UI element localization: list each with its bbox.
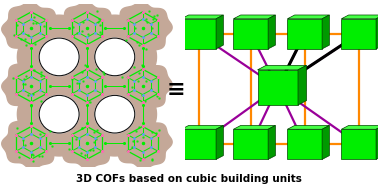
Polygon shape	[341, 15, 378, 19]
Polygon shape	[2, 117, 61, 169]
Polygon shape	[181, 126, 223, 129]
Circle shape	[95, 95, 135, 133]
Polygon shape	[233, 126, 276, 129]
Polygon shape	[181, 15, 223, 19]
Polygon shape	[233, 129, 268, 159]
Circle shape	[39, 38, 79, 76]
Polygon shape	[341, 129, 376, 159]
Polygon shape	[322, 126, 329, 159]
Polygon shape	[268, 126, 276, 159]
Polygon shape	[113, 2, 172, 54]
Polygon shape	[287, 126, 329, 129]
Polygon shape	[257, 65, 307, 70]
Polygon shape	[268, 15, 276, 49]
Polygon shape	[257, 70, 298, 105]
Polygon shape	[113, 60, 172, 112]
Polygon shape	[38, 130, 80, 156]
Circle shape	[95, 38, 135, 76]
Polygon shape	[38, 15, 80, 41]
Polygon shape	[2, 60, 61, 112]
Polygon shape	[38, 73, 80, 99]
Polygon shape	[376, 15, 378, 49]
Polygon shape	[129, 37, 156, 77]
Polygon shape	[57, 117, 116, 169]
Polygon shape	[94, 73, 136, 99]
Circle shape	[39, 95, 79, 133]
Polygon shape	[129, 94, 156, 134]
Polygon shape	[287, 15, 329, 19]
Polygon shape	[73, 37, 101, 77]
Text: ≡: ≡	[166, 80, 185, 100]
Polygon shape	[181, 19, 216, 49]
Polygon shape	[73, 94, 101, 134]
Polygon shape	[216, 126, 223, 159]
Polygon shape	[57, 2, 116, 54]
Polygon shape	[341, 126, 378, 129]
Text: 3D COFs based on cubic building units: 3D COFs based on cubic building units	[76, 174, 302, 184]
Polygon shape	[233, 15, 276, 19]
Polygon shape	[322, 15, 329, 49]
Polygon shape	[57, 60, 116, 112]
Polygon shape	[216, 15, 223, 49]
Polygon shape	[94, 130, 136, 156]
Polygon shape	[376, 126, 378, 159]
Polygon shape	[298, 65, 307, 105]
Polygon shape	[181, 129, 216, 159]
Polygon shape	[233, 19, 268, 49]
Polygon shape	[2, 2, 61, 54]
Polygon shape	[341, 19, 376, 49]
Polygon shape	[287, 19, 322, 49]
Polygon shape	[94, 15, 136, 41]
Polygon shape	[113, 117, 172, 169]
Polygon shape	[17, 37, 45, 77]
Polygon shape	[287, 129, 322, 159]
Polygon shape	[17, 94, 45, 134]
